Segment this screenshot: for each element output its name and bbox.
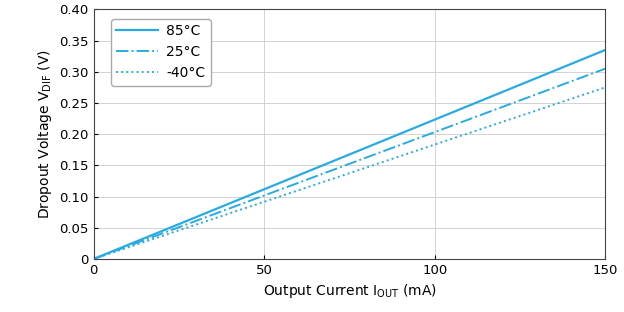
85°C bbox=[90, 257, 97, 261]
25°C bbox=[602, 67, 609, 71]
-40°C bbox=[602, 85, 609, 89]
85°C bbox=[394, 133, 402, 136]
Line: 25°C: 25°C bbox=[94, 69, 605, 259]
85°C bbox=[367, 144, 374, 148]
-40°C bbox=[333, 176, 340, 179]
25°C bbox=[333, 167, 340, 170]
-40°C bbox=[90, 257, 97, 261]
Line: 85°C: 85°C bbox=[94, 50, 605, 259]
X-axis label: Output Current I$_\mathregular{OUT}$ (mA): Output Current I$_\mathregular{OUT}$ (mA… bbox=[263, 282, 436, 300]
Legend: 85°C, 25°C, -40°C: 85°C, 25°C, -40°C bbox=[111, 19, 211, 86]
25°C bbox=[336, 166, 343, 169]
Y-axis label: Dropout Voltage V$_\mathregular{DIF}$ (V): Dropout Voltage V$_\mathregular{DIF}$ (V… bbox=[36, 49, 54, 219]
85°C bbox=[336, 157, 343, 160]
-40°C bbox=[589, 90, 597, 93]
25°C bbox=[589, 71, 597, 75]
25°C bbox=[90, 257, 97, 261]
-40°C bbox=[336, 175, 343, 178]
85°C bbox=[333, 158, 340, 162]
85°C bbox=[509, 86, 517, 90]
25°C bbox=[394, 144, 402, 148]
25°C bbox=[509, 101, 517, 105]
-40°C bbox=[394, 155, 402, 159]
-40°C bbox=[509, 116, 517, 120]
25°C bbox=[367, 154, 374, 158]
-40°C bbox=[367, 164, 374, 168]
85°C bbox=[602, 48, 609, 52]
85°C bbox=[589, 53, 597, 57]
Line: -40°C: -40°C bbox=[94, 87, 605, 259]
